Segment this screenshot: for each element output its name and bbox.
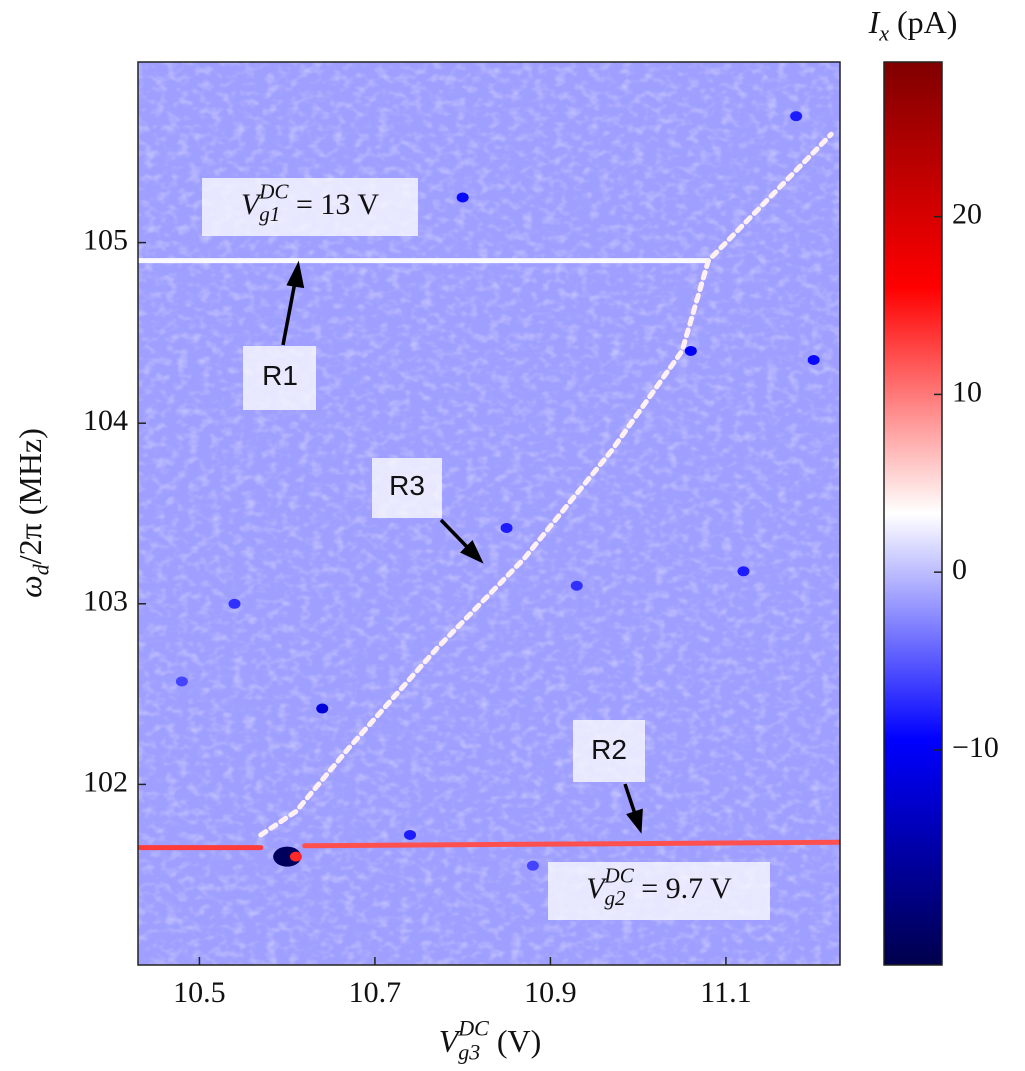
colorbar-label-sub: x <box>878 21 889 46</box>
spot <box>228 598 241 609</box>
annotation: R2 <box>591 734 627 765</box>
spot <box>404 829 417 840</box>
annotation: Vg2DC = 9.7 V <box>586 863 732 910</box>
spot <box>807 354 820 365</box>
y-axis-label: ωd/2π (MHz) <box>12 428 53 598</box>
annotation-box <box>548 862 770 920</box>
annotation: Vg1DC = 13 V <box>241 179 379 226</box>
y-tick-label: 102 <box>83 765 128 798</box>
x-tick-label: 10.9 <box>524 976 577 1009</box>
spot <box>175 676 188 687</box>
arrowhead <box>626 808 643 834</box>
resonance-trace <box>258 131 834 838</box>
arrow <box>281 281 297 346</box>
colorbar-tick-label: 20 <box>952 198 982 231</box>
arrowhead <box>286 260 305 289</box>
x-tick-label: 10.5 <box>173 976 226 1009</box>
arrow <box>439 518 471 551</box>
spot <box>526 860 539 871</box>
annotation-box <box>243 346 316 410</box>
annotations <box>202 178 770 920</box>
annotation-sub: g1 <box>259 202 280 226</box>
x-tick-label: 10.7 <box>349 976 402 1009</box>
annotation-base: V <box>586 872 608 905</box>
y-axis-label-rest: /2π (MHz) <box>12 428 48 564</box>
annotation: R3 <box>389 470 425 501</box>
annotation-text: R1 <box>262 360 298 391</box>
colorbar-label-base: I <box>868 4 881 40</box>
y-axis-label-sub: d <box>29 563 54 575</box>
annotation-box <box>202 178 418 236</box>
spot <box>289 851 302 862</box>
colorbar-tick-label: −10 <box>952 731 999 764</box>
annotation-sub: g2 <box>605 886 627 910</box>
colorbar-tick-label: 10 <box>952 375 982 408</box>
colorbar-tick-label: 0 <box>952 553 967 586</box>
x-axis-label: Vg3DC (V) <box>439 1016 542 1065</box>
spot <box>684 345 697 356</box>
annotation-text: R3 <box>389 470 425 501</box>
annotation-base: V <box>241 188 263 221</box>
plot-frame <box>137 61 841 966</box>
annotation-box <box>372 458 442 518</box>
spot <box>273 846 302 867</box>
annotation-sup: DC <box>604 863 635 887</box>
x-axis-label-sup: DC <box>457 1016 489 1041</box>
resonance-trace <box>302 839 840 849</box>
spot <box>790 111 803 122</box>
x-tick-label: 11.1 <box>700 976 751 1009</box>
colorbar <box>883 61 943 966</box>
annotation-box <box>573 720 645 782</box>
colorbar-label: Ix (pA) <box>868 4 958 45</box>
y-tick-label: 105 <box>83 223 128 256</box>
y-tick-label: 103 <box>83 585 128 618</box>
spot <box>316 703 329 714</box>
arrow <box>623 783 637 815</box>
spot <box>456 192 469 203</box>
x-axis-label-sub: g3 <box>458 1040 480 1065</box>
y-tick-label: 104 <box>83 404 128 437</box>
x-axis-label-base: V <box>439 1023 462 1059</box>
spot <box>570 580 583 591</box>
x-axis-label-rest: (V) <box>489 1023 541 1059</box>
annotation: R1 <box>262 360 298 391</box>
spot <box>500 522 513 533</box>
annotation-rest: = 9.7 V <box>634 872 732 905</box>
y-axis-label-base: ω <box>12 575 48 598</box>
annotation-rest: = 13 V <box>288 188 379 221</box>
arrowhead <box>460 540 484 564</box>
arrows <box>281 260 643 834</box>
annotation-text: R2 <box>591 734 627 765</box>
annotation-sup: DC <box>258 179 289 203</box>
spot <box>737 566 750 577</box>
colorbar-label-rest: (pA) <box>889 4 957 40</box>
